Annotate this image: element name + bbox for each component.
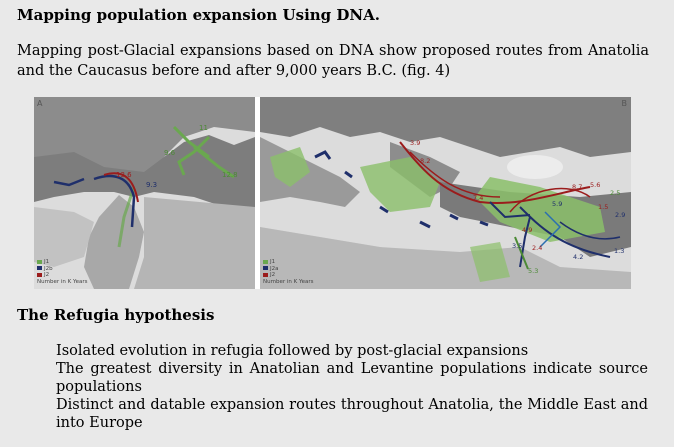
svg-text:9.6: 9.6 (164, 149, 176, 157)
map-b-graphic: 3.9 8.2 7.4 8.7 5.6 2.5 1.5 2.9 5.9 4.9 … (260, 97, 631, 289)
svg-text:1.5: 1.5 (598, 203, 608, 211)
svg-text:9.3: 9.3 (146, 181, 157, 189)
panel-b-letter: B (621, 99, 628, 108)
legend-item: J2 (44, 272, 50, 278)
svg-text:5.9: 5.9 (552, 200, 562, 208)
svg-text:7.4: 7.4 (473, 194, 483, 202)
svg-text:13.6: 13.6 (116, 171, 132, 179)
section-heading: The Refugia hypothesis (17, 306, 215, 324)
legend-item: J2b (44, 265, 53, 272)
map-panel-a: 11 9.6 13.6 9.3 12.8 A J1 J2b J2 Number … (34, 97, 255, 289)
panel-b-legend: J1 J2a J2 Number in K Years (263, 259, 313, 285)
bullet-item: Isolated evolution in refugia followed b… (56, 343, 529, 359)
legend-item: J2a (270, 265, 279, 272)
svg-text:2.5: 2.5 (610, 189, 620, 197)
svg-text:8.2: 8.2 (420, 157, 430, 165)
svg-text:8.7: 8.7 (572, 183, 582, 191)
map-panel-b: 3.9 8.2 7.4 8.7 5.6 2.5 1.5 2.9 5.9 4.9 … (260, 97, 631, 289)
bullet-list: Isolated evolution in refugia followed b… (56, 342, 648, 432)
page-title: Mapping population expansion Using DNA. (17, 6, 380, 24)
panel-a-legend: J1 J2b J2 Number in K Years (37, 259, 87, 285)
svg-text:2.9: 2.9 (615, 211, 625, 219)
svg-text:4.9: 4.9 (522, 226, 532, 234)
legend-item: J1 (44, 259, 50, 265)
migration-maps-figure: 11 9.6 13.6 9.3 12.8 A J1 J2b J2 Number … (34, 97, 631, 289)
panel-a-letter: A (37, 99, 43, 108)
legend-item: J2 (270, 272, 276, 278)
svg-text:2.4: 2.4 (532, 244, 542, 252)
legend-caption: Number in K Years (263, 278, 314, 285)
bullet-item: Distinct and datable expansion routes th… (56, 397, 648, 431)
svg-text:5.6: 5.6 (590, 181, 600, 189)
svg-text:3.5: 3.5 (512, 242, 522, 250)
svg-text:1.3: 1.3 (614, 247, 624, 255)
svg-text:4.2: 4.2 (573, 253, 583, 261)
svg-text:3.9: 3.9 (410, 139, 420, 147)
legend-item: J1 (270, 259, 276, 265)
intro-paragraph: Mapping post-Glacial expansions based on… (17, 43, 649, 79)
svg-text:11: 11 (199, 124, 208, 132)
svg-text:12.8: 12.8 (222, 171, 238, 179)
legend-caption: Number in K Years (37, 278, 88, 285)
svg-text:5.3: 5.3 (528, 267, 538, 275)
bullet-item: The greatest diversity in Anatolian and … (56, 361, 648, 395)
map-a-graphic: 11 9.6 13.6 9.3 12.8 (34, 97, 255, 289)
